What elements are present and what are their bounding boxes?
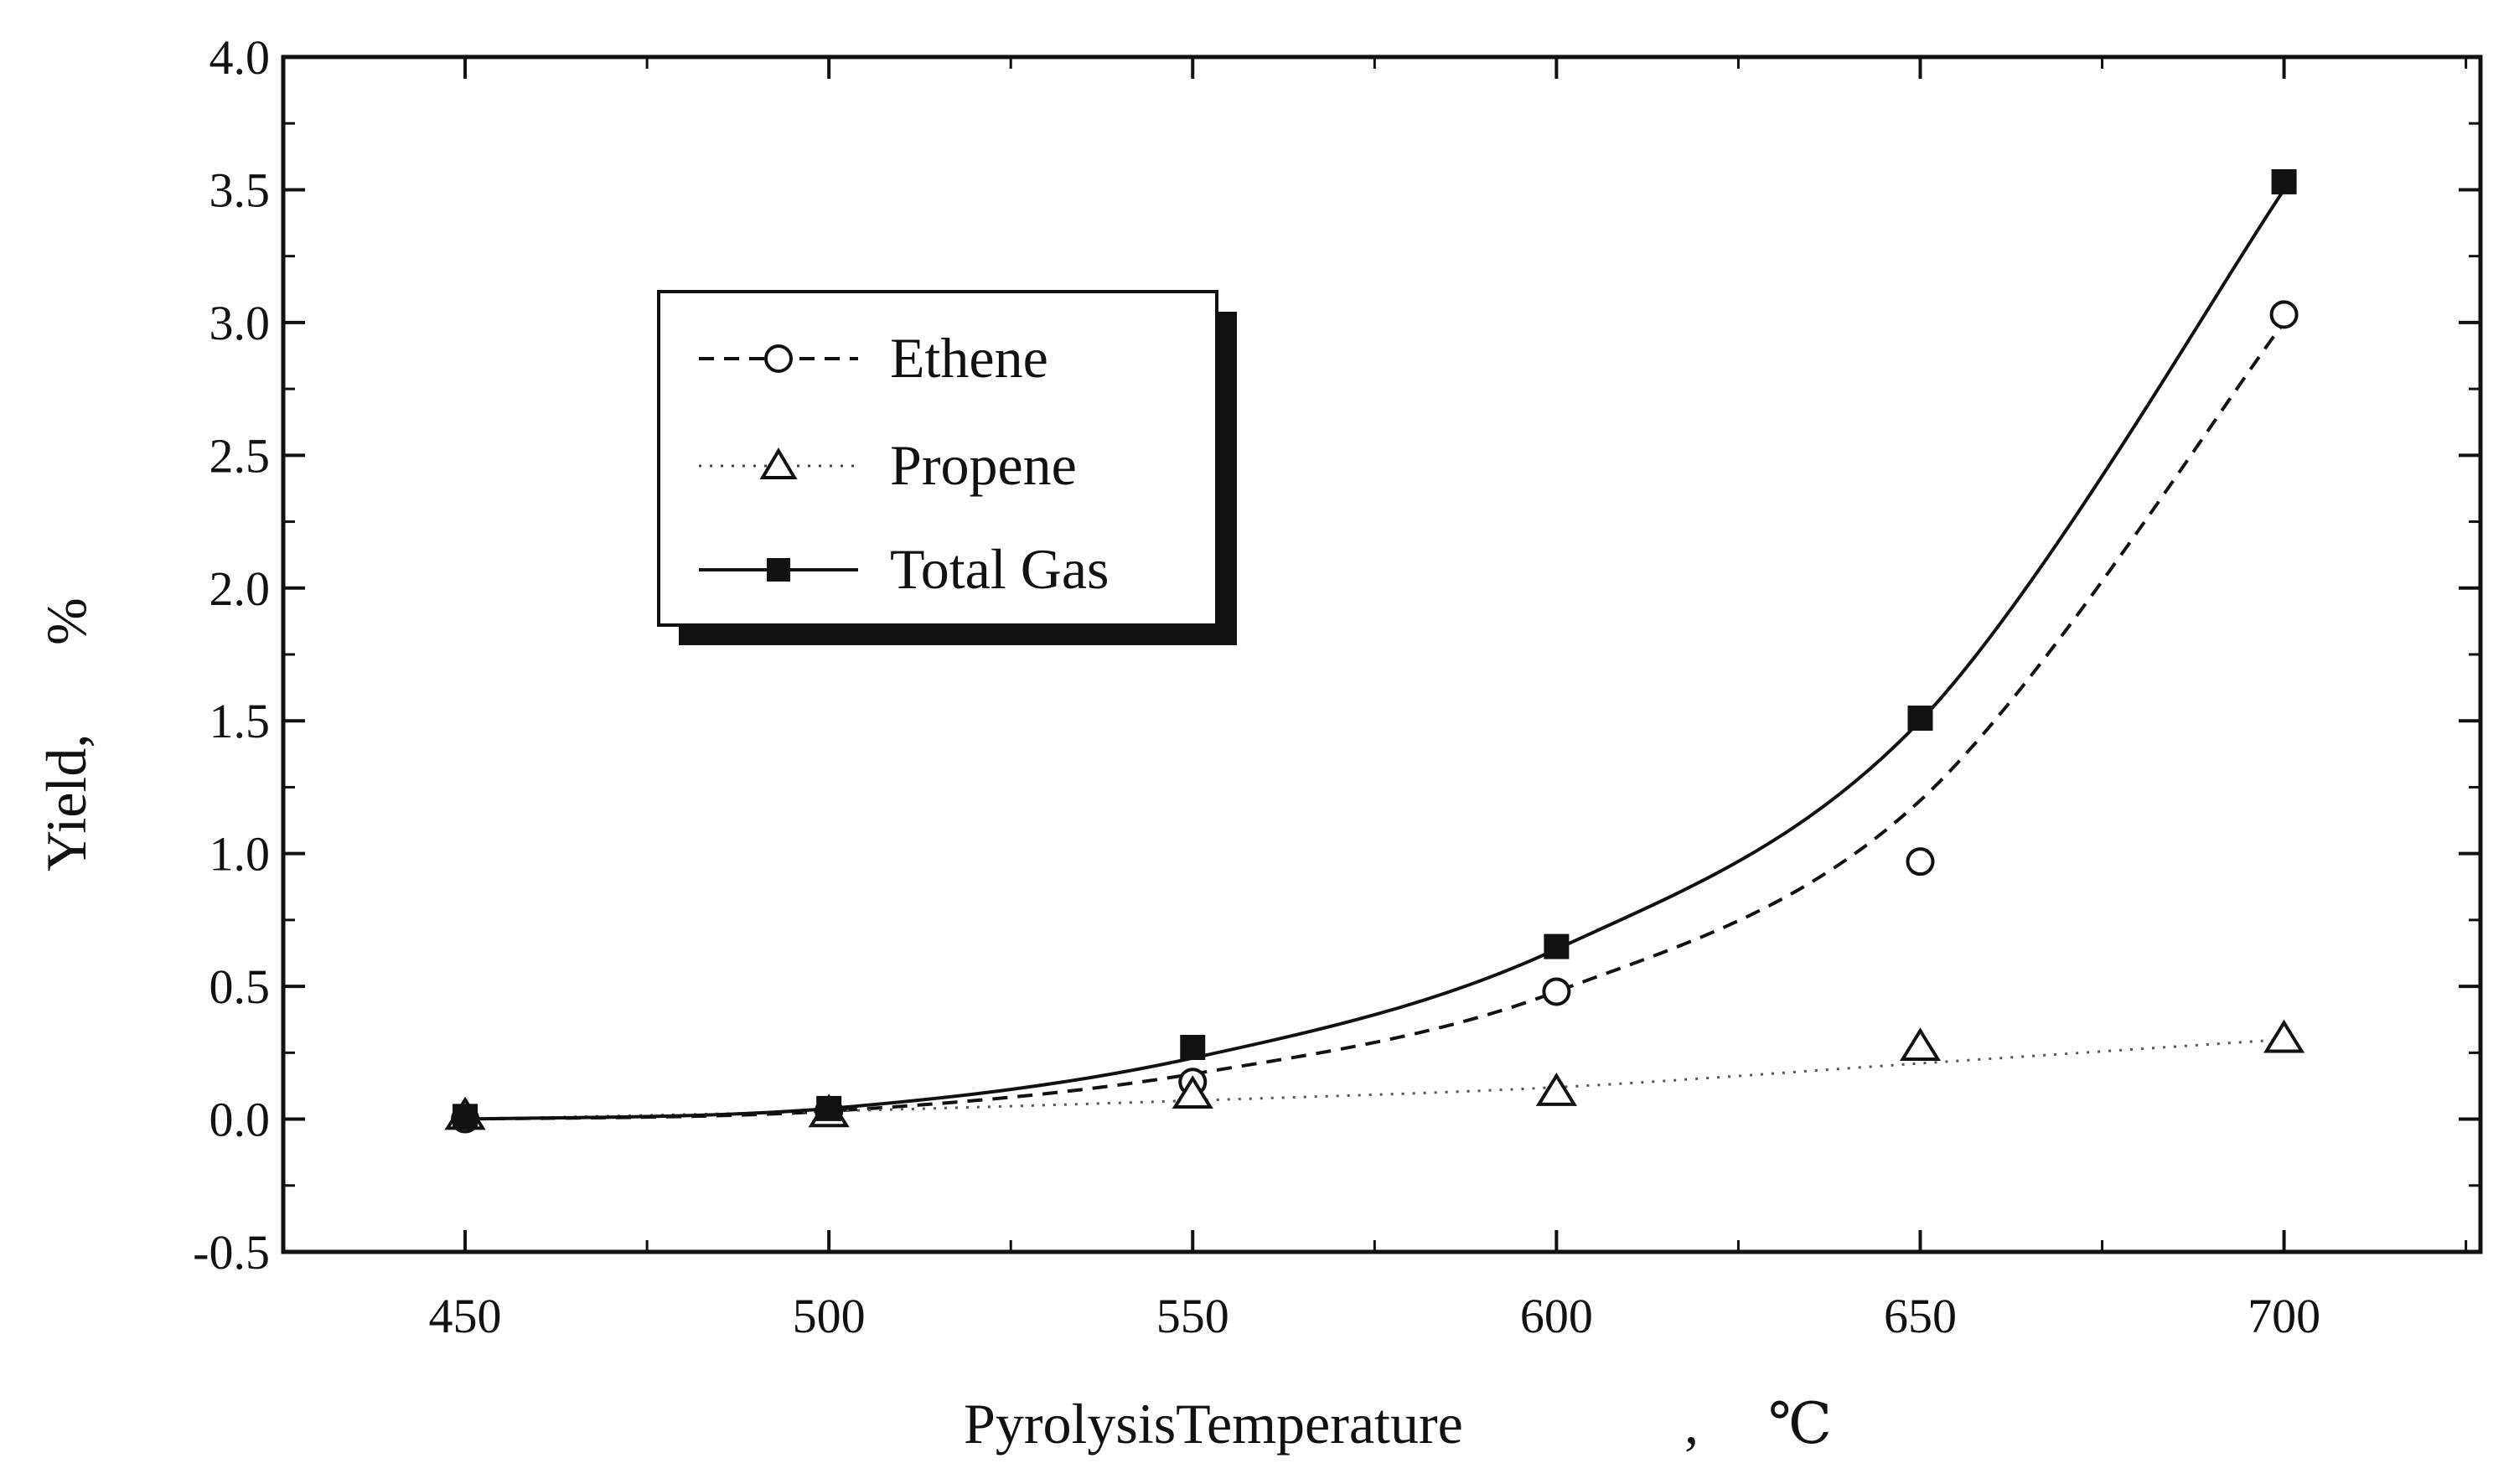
data-markers xyxy=(444,168,2305,1134)
ethene-point xyxy=(2269,300,2299,329)
total-gas-point xyxy=(1544,933,1570,959)
x-tick-label: 450 xyxy=(429,1289,502,1343)
x-tick-label: 700 xyxy=(2248,1289,2320,1343)
propene-point xyxy=(2263,1019,2305,1053)
propene-point xyxy=(1535,1073,1577,1106)
y-tick-label: 1.5 xyxy=(210,694,271,748)
total-gas-point xyxy=(1180,1034,1206,1060)
y-tick-label: 0.5 xyxy=(210,959,271,1014)
y-tick-label: -0.5 xyxy=(193,1225,270,1280)
ethene-point xyxy=(1906,847,1935,876)
y-tick-label: 3.5 xyxy=(210,163,271,217)
x-axis-title: PyrolysisTemperature xyxy=(964,1392,1463,1456)
x-axis-title-separator: , xyxy=(1684,1392,1699,1456)
total-gas-point xyxy=(1907,706,1933,732)
total-gas-point xyxy=(453,1104,478,1130)
y-axis-title-unit: % xyxy=(34,597,98,645)
propene-series-line xyxy=(465,1037,2284,1121)
total-gas-point xyxy=(2271,168,2297,194)
legend-propene-label: Propene xyxy=(890,433,1077,497)
propene-point xyxy=(1899,1027,1942,1061)
x-axis-title-unit: ℃ xyxy=(1768,1392,1832,1456)
y-tick-label: 2.0 xyxy=(210,561,271,616)
total-gas-series-line xyxy=(464,189,2286,1121)
y-tick-label: 0.0 xyxy=(210,1093,271,1147)
y-axis-title: Yield, xyxy=(34,734,98,871)
y-tick-label: 1.0 xyxy=(210,827,271,882)
legend-ethene-marker xyxy=(764,344,793,373)
total-gas-point xyxy=(816,1095,842,1121)
y-tick-label: 3.0 xyxy=(210,296,271,350)
y-tick-label: 2.5 xyxy=(210,428,271,483)
propene-point xyxy=(1172,1075,1213,1109)
x-tick-label: 550 xyxy=(1156,1289,1229,1343)
series-lines xyxy=(464,189,2286,1121)
legend: Ethene Propene Total Gas xyxy=(657,290,1237,645)
legend-ethene-label: Ethene xyxy=(890,326,1048,390)
legend-total-gas-marker xyxy=(767,558,790,582)
ethene-point xyxy=(1542,977,1571,1006)
legend-propene-marker xyxy=(759,447,798,479)
y-tick-label: 4.0 xyxy=(210,30,271,85)
plot-frame xyxy=(281,54,2483,1254)
axis-ticks: -0.5 0.0 0.5 1.0 1.5 2.0 2.5 3.0 3.5 4.0 450 500 550… xyxy=(193,30,2480,1343)
legend-total-gas-label: Total Gas xyxy=(890,537,1110,601)
x-tick-label: 500 xyxy=(793,1289,866,1343)
x-tick-label: 600 xyxy=(1520,1289,1593,1343)
x-tick-label: 650 xyxy=(1884,1289,1957,1343)
